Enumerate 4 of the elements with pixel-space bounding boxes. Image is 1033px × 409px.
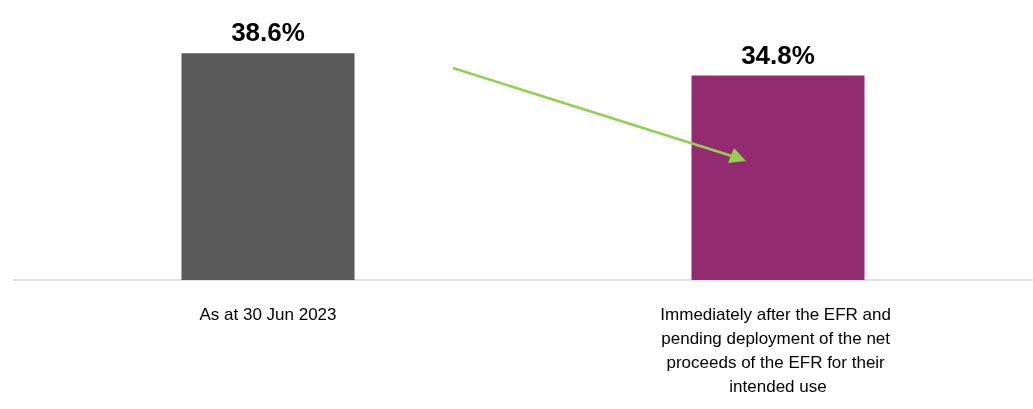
data-label: 34.8% [741, 39, 815, 70]
x-tick-label: As at 30 Jun 2023 [199, 304, 337, 324]
x-tick-label: Immediately after the EFR and pending deployment of the net proceeds of the EFR for their intended use [660, 304, 896, 396]
data-label: 38.6% [231, 17, 305, 48]
